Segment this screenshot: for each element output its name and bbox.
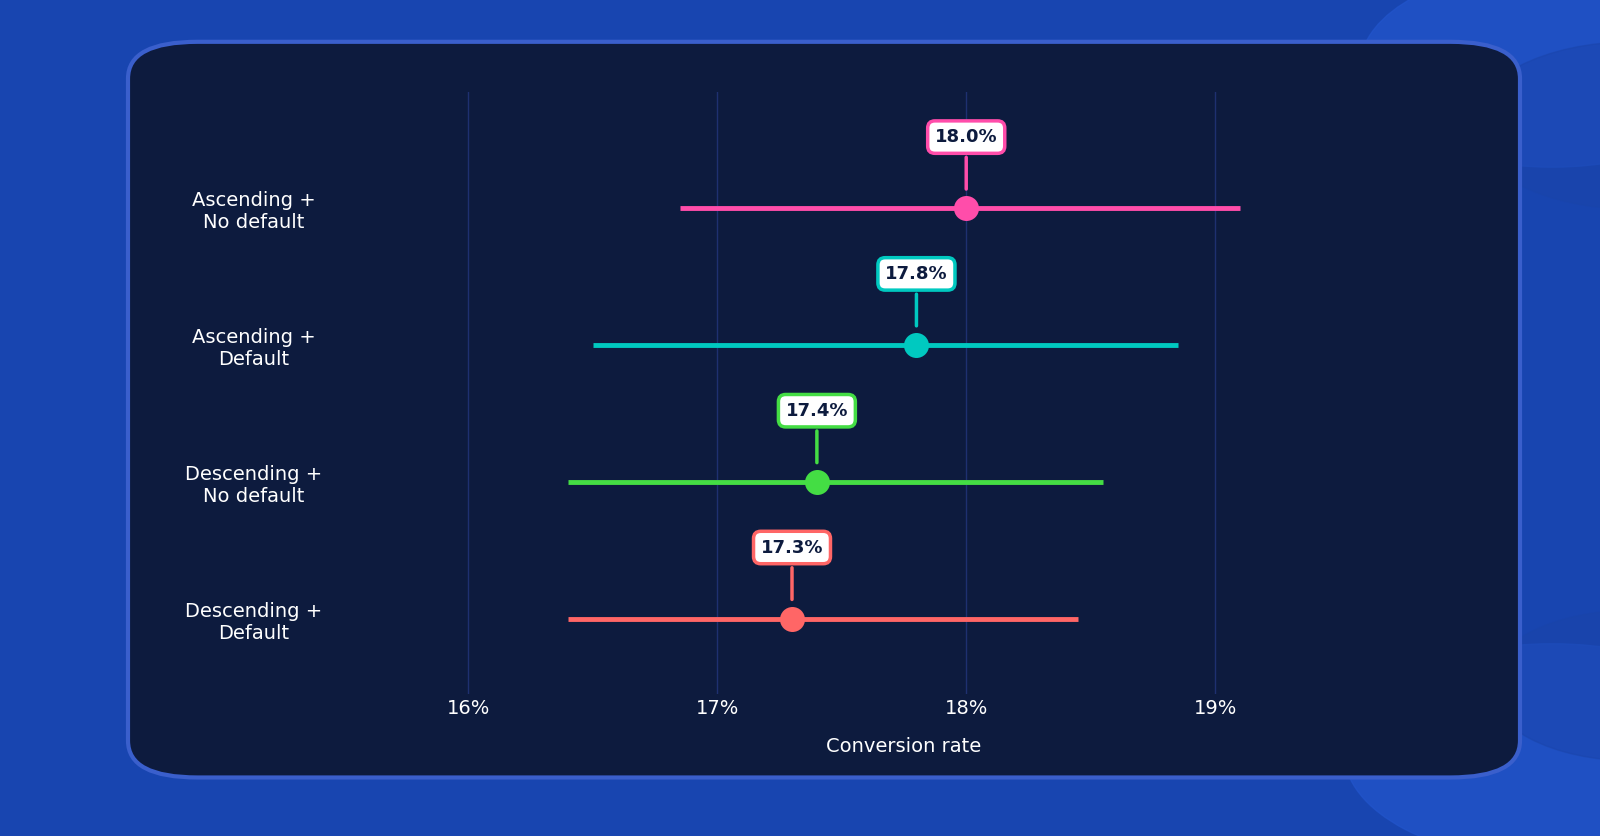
X-axis label: Conversion rate: Conversion rate [826,737,982,757]
Text: 17.3%: 17.3% [760,538,824,599]
Text: 18.0%: 18.0% [934,128,997,189]
Text: 17.4%: 17.4% [786,402,848,462]
Circle shape [1472,42,1600,209]
Circle shape [1488,610,1600,761]
Text: 17.8%: 17.8% [885,265,947,326]
FancyBboxPatch shape [128,42,1520,777]
Circle shape [1360,0,1600,167]
Circle shape [1344,644,1600,836]
